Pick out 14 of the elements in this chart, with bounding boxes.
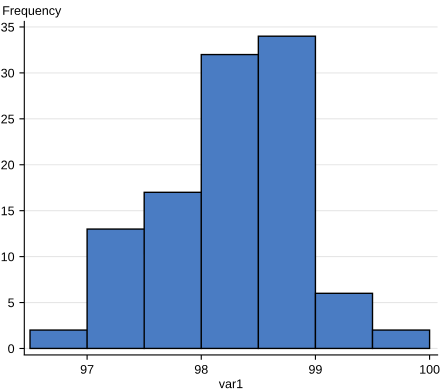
- x-tick-label: 99: [309, 364, 322, 374]
- y-tick-label: 20: [1, 160, 14, 170]
- x-tick-label: 98: [194, 364, 208, 374]
- y-tick-label: 30: [1, 68, 14, 78]
- y-tick-label: 5: [8, 298, 14, 308]
- y-axis-title: Frequency: [3, 6, 62, 18]
- y-tick-label: 10: [2, 252, 14, 262]
- x-tick-label: 100: [420, 364, 440, 374]
- y-tick-label: 15: [2, 206, 14, 216]
- y-tick-label: 25: [1, 114, 14, 124]
- x-tick-label: 97: [80, 364, 94, 374]
- y-tick-label: 0: [8, 344, 14, 354]
- y-tick-label: 35: [1, 22, 14, 32]
- x-axis-title: var1: [218, 380, 242, 388]
